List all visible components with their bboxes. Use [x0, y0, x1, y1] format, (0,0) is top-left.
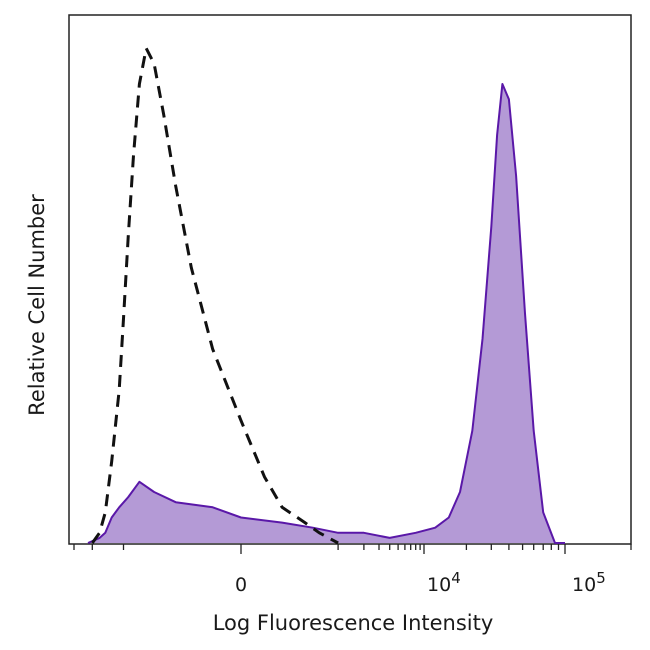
- svg-text:105: 105: [572, 569, 606, 596]
- x-axis-ticks: [73, 544, 632, 554]
- plot-frame: [68, 14, 632, 545]
- series-layer: [87, 46, 565, 545]
- x-axis-title: Log Fluorescence Intensity: [213, 611, 494, 635]
- x-tick-label-0: 0: [235, 574, 247, 596]
- x-tick-label-10-5: 105: [572, 569, 606, 596]
- series-1-line: [87, 83, 565, 544]
- y-axis-title: Relative Cell Number: [25, 194, 49, 416]
- series-0-line: [91, 46, 339, 545]
- svg-text:104: 104: [427, 569, 461, 596]
- x-tick-label-10-4: 104: [427, 569, 461, 596]
- series-1-area: [88, 84, 565, 543]
